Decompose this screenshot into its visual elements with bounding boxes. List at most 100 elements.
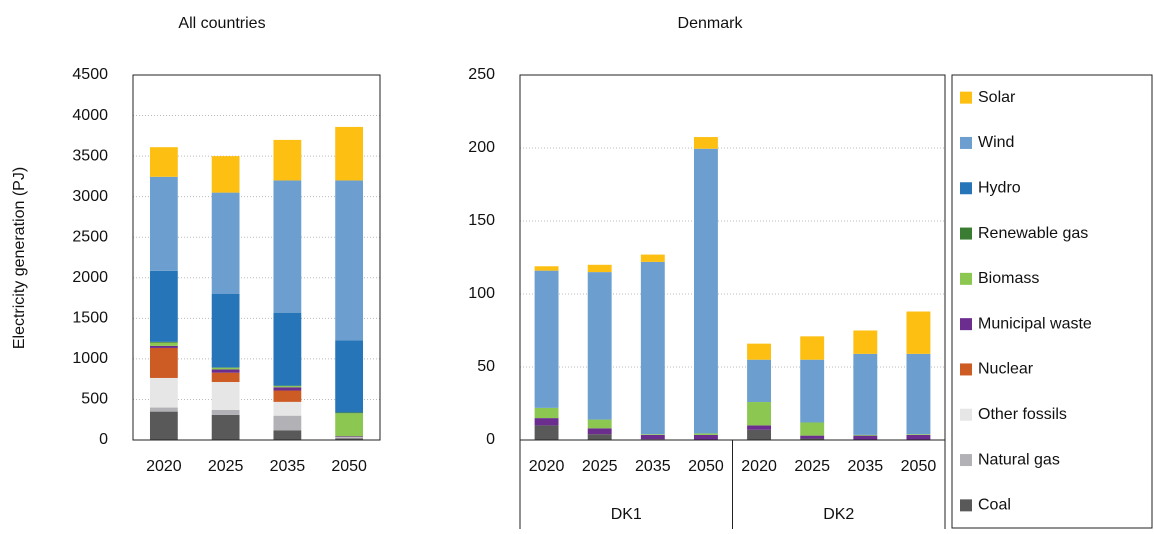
bar-segment <box>273 387 301 390</box>
y-tick-label: 4000 <box>72 107 108 124</box>
bar-segment <box>747 402 771 425</box>
chart-title: Denmark <box>678 15 744 32</box>
x-tick-label: 2020 <box>529 458 565 475</box>
plot-frame <box>520 75 945 440</box>
legend-label: Other fossils <box>978 406 1067 423</box>
y-tick-label: 0 <box>486 431 495 448</box>
bar-segment <box>641 434 665 435</box>
bar-segment <box>150 147 178 177</box>
bar-segment <box>747 344 771 360</box>
bar-segment <box>273 180 301 312</box>
legend-swatch <box>960 182 972 194</box>
bar-segment <box>273 391 301 402</box>
x-tick-label: 2020 <box>146 458 182 475</box>
bar-segment <box>694 435 718 440</box>
legend-swatch <box>960 454 972 466</box>
y-tick-label: 4500 <box>72 66 108 83</box>
bar-segment <box>588 272 612 419</box>
y-tick-label: 50 <box>477 358 495 375</box>
bar-segment <box>800 436 824 439</box>
bar-segment <box>535 425 559 440</box>
bar-segment <box>853 331 877 354</box>
bar-segment <box>150 412 178 440</box>
bar-segment <box>641 435 665 439</box>
bar-segment <box>212 369 240 372</box>
bar-segment <box>694 433 718 434</box>
y-tick-label: 2500 <box>72 228 108 245</box>
bar-segment <box>747 430 771 440</box>
legend-label: Hydro <box>978 179 1021 196</box>
bar-segment <box>212 294 240 367</box>
bar-segment <box>335 127 363 181</box>
bar-segment <box>273 140 301 181</box>
bar-segment <box>212 410 240 415</box>
legend-label: Renewable gas <box>978 225 1088 242</box>
x-tick-label: 2020 <box>741 458 777 475</box>
legend-swatch <box>960 409 972 421</box>
bar-segment <box>906 434 930 435</box>
y-tick-label: 3500 <box>72 147 108 164</box>
bar-segment <box>800 360 824 423</box>
bar-segment <box>273 430 301 440</box>
legend-label: Wind <box>978 134 1014 151</box>
x-tick-label: 2025 <box>582 458 618 475</box>
y-tick-label: 500 <box>81 391 108 408</box>
bar-segment <box>335 438 363 439</box>
bar-segment <box>150 408 178 412</box>
bar-segment <box>535 408 559 418</box>
bar-segment <box>150 378 178 408</box>
bar-segment <box>212 193 240 294</box>
x-tick-label: 2050 <box>331 458 367 475</box>
x-tick-label: 2035 <box>848 458 884 475</box>
bar-segment <box>150 346 178 348</box>
bar-segment <box>641 255 665 262</box>
bar-segment <box>588 420 612 429</box>
bar-segment <box>800 336 824 359</box>
y-tick-label: 250 <box>468 66 495 83</box>
bar-segment <box>150 271 178 342</box>
bar-segment <box>906 354 930 434</box>
bar-segment <box>747 425 771 429</box>
bar-segment <box>212 415 240 440</box>
bar-segment <box>335 340 363 412</box>
chart-title: All countries <box>178 15 265 32</box>
x-tick-label: 2025 <box>794 458 830 475</box>
legend-label: Natural gas <box>978 451 1060 468</box>
legend-label: Coal <box>978 497 1011 514</box>
y-tick-label: 0 <box>99 431 108 448</box>
bar-segment <box>335 413 363 436</box>
x-tick-label: 2050 <box>901 458 937 475</box>
bar-segment <box>335 436 363 437</box>
bar-segment <box>694 137 718 149</box>
bar-segment <box>212 368 240 370</box>
bar-segment <box>273 386 301 387</box>
bar-segment <box>853 354 877 435</box>
bar-segment <box>853 435 877 436</box>
bar-segment <box>212 382 240 410</box>
bar-segment <box>150 348 178 378</box>
group-label: DK1 <box>611 506 642 523</box>
bar-segment <box>150 177 178 271</box>
legend-swatch <box>960 318 972 330</box>
x-tick-label: 2035 <box>270 458 306 475</box>
bar-segment <box>588 265 612 272</box>
bar-segment <box>535 418 559 425</box>
bar-segment <box>273 402 301 416</box>
group-label: DK2 <box>823 506 854 523</box>
bar-segment <box>335 180 363 340</box>
y-tick-label: 200 <box>468 139 495 156</box>
bar-segment <box>335 412 363 413</box>
bar-segment <box>853 436 877 440</box>
y-tick-label: 1500 <box>72 310 108 327</box>
legend-swatch <box>960 363 972 375</box>
legend-swatch <box>960 92 972 104</box>
legend-swatch <box>960 273 972 285</box>
bar-segment <box>800 422 824 435</box>
x-tick-label: 2025 <box>208 458 244 475</box>
bar-segment <box>588 428 612 434</box>
y-tick-label: 150 <box>468 212 495 229</box>
y-tick-label: 3000 <box>72 188 108 205</box>
bar-segment <box>694 149 718 434</box>
